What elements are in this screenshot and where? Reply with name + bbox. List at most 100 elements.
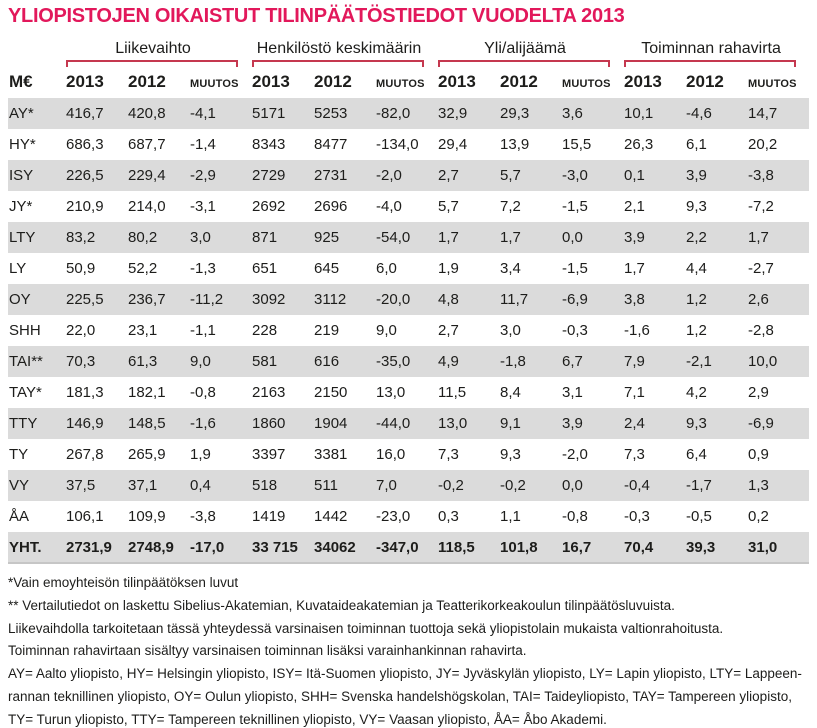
cell-value: 70,4 <box>624 538 654 556</box>
cell-value: -2,8 <box>748 322 774 339</box>
row-label: TAY* <box>9 384 42 401</box>
column-group-label-ylialijaama: Yli/alijäämä <box>484 40 566 57</box>
cell-value: 3092 <box>252 291 286 308</box>
cell-value: 7,9 <box>624 353 645 370</box>
cell-value: 118,5 <box>438 538 475 556</box>
cell-value: 0,2 <box>748 508 769 525</box>
column-header-2012: 2012 <box>128 72 166 91</box>
cell-value: 6,4 <box>686 446 707 463</box>
cell-value: 6,1 <box>686 136 707 153</box>
cell-value: 225,5 <box>66 291 104 308</box>
cell-value: 2729 <box>252 167 286 184</box>
cell-value: 61,3 <box>128 353 158 370</box>
cell-value: 2692 <box>252 198 286 215</box>
table-row: OY 225,5 236,7 -11,2 3092 3112 -20,0 4,8 11,7 -6,… <box>8 284 810 315</box>
cell-value: 3,0 <box>190 229 211 246</box>
cell-value: 1,7 <box>500 229 521 246</box>
cell-value: 5253 <box>314 105 348 122</box>
cell-value: 2,7 <box>438 322 459 339</box>
cell-value: 7,0 <box>376 477 397 494</box>
cell-value: 3381 <box>314 446 348 463</box>
cell-value: -20,0 <box>376 291 411 308</box>
cell-value: 34062 <box>314 538 356 556</box>
cell-value: 686,3 <box>66 136 104 153</box>
financial-table: Liikevaihto Henkilöstö keskimäärin Yli/a… <box>8 36 810 564</box>
cell-value: 29,4 <box>438 136 468 153</box>
row-label: AY* <box>9 105 34 122</box>
bracket-row <box>8 60 809 69</box>
column-group-label-henkilosto: Henkilöstö keskimäärin <box>256 40 422 57</box>
cell-value: 9,3 <box>500 446 521 463</box>
cell-value: 26,3 <box>624 136 654 153</box>
column-header-muutos: MUUTOS <box>190 78 239 90</box>
table-body: AY* 416,7 420,8 -4,1 5171 5253 -82,0 32,9 29,3 3,… <box>8 98 810 563</box>
row-label: SHH <box>9 322 41 339</box>
cell-value: 0,0 <box>562 229 583 246</box>
cell-value: -4,1 <box>190 105 216 122</box>
cell-value: 925 <box>314 229 340 246</box>
cell-value: 182,1 <box>128 384 166 401</box>
row-label: YHT. <box>9 538 42 556</box>
cell-value: 2,6 <box>748 291 769 308</box>
cell-value: 2,7 <box>438 167 459 184</box>
cell-value: 3,1 <box>562 384 583 401</box>
cell-value: -7,2 <box>748 198 774 215</box>
row-label: LTY <box>9 229 36 246</box>
cell-value: 616 <box>314 353 340 370</box>
cell-value: -0,3 <box>562 322 588 339</box>
column-header-row: M€ 2013 2012 MUUTOS 2013 2012 MUUTOS 201… <box>8 69 809 98</box>
cell-value: 9,1 <box>500 415 521 432</box>
cell-value: -1,3 <box>190 260 216 277</box>
cell-value: 0,4 <box>190 477 211 494</box>
cell-value: 3,6 <box>562 105 583 122</box>
cell-value: 219 <box>314 322 340 339</box>
column-group-label-rahavirta: Toiminnan rahavirta <box>641 40 781 57</box>
cell-value: 0,3 <box>438 508 459 525</box>
row-label: JY* <box>9 198 33 215</box>
cell-value: 8477 <box>314 136 348 153</box>
cell-value: -6,9 <box>748 415 774 432</box>
row-label: TY <box>9 446 29 463</box>
table-row: ÅA 106,1 109,9 -3,8 1419 1442 -23,0 0,3 1,1 -0,8 -… <box>8 501 809 532</box>
cell-value: -4,6 <box>686 105 712 122</box>
cell-value: 4,8 <box>438 291 459 308</box>
cell-value: 226,5 <box>66 167 104 184</box>
cell-value: 6,0 <box>376 260 397 277</box>
table-row: TY 267,8 265,9 1,9 3397 3381 16,0 7,3 9,3 -2,0 7,3… <box>8 439 809 470</box>
cell-value: 10,0 <box>748 353 778 370</box>
cell-value: 9,0 <box>190 353 211 370</box>
cell-value: 33 715 <box>252 538 298 556</box>
footnote-line: rannan teknillinen yliopisto, OY= Oulun … <box>8 688 792 704</box>
cell-value: 2,2 <box>686 229 707 246</box>
cell-value: -3,0 <box>562 167 588 184</box>
cell-value: -82,0 <box>376 105 411 122</box>
cell-value: 3,8 <box>624 291 645 308</box>
cell-value: 1,9 <box>438 260 459 277</box>
cell-value: -134,0 <box>376 136 419 153</box>
cell-value: -0,3 <box>624 508 650 525</box>
cell-value: -0,2 <box>438 477 464 494</box>
cell-value: 13,0 <box>438 415 468 432</box>
table-row: TTY 146,9 148,5 -1,6 1860 1904 -44,0 13,0 9,1 3,9… <box>8 408 810 439</box>
cell-value: 2150 <box>314 384 348 401</box>
cell-value: 4,9 <box>438 353 459 370</box>
cell-value: 4,2 <box>686 384 707 401</box>
cell-value: 265,9 <box>128 446 166 463</box>
cell-value: -2,0 <box>562 446 588 463</box>
cell-value: 4,4 <box>686 260 707 277</box>
cell-value: 7,3 <box>624 446 645 463</box>
cell-value: 6,7 <box>562 353 583 370</box>
footnotes: *Vain emoyhteisön tilinpäätöksen luvut *… <box>8 572 809 728</box>
cell-value: 9,3 <box>686 415 707 432</box>
row-label: TAI** <box>9 353 43 370</box>
cell-value: 23,1 <box>128 322 158 339</box>
cell-value: 0,1 <box>624 167 645 184</box>
cell-value: 37,1 <box>128 477 158 494</box>
cell-value: -2,0 <box>376 167 402 184</box>
cell-value: -2,1 <box>686 353 712 370</box>
cell-value: 210,9 <box>66 198 104 215</box>
cell-value: -54,0 <box>376 229 411 246</box>
cell-value: 39,3 <box>686 538 716 556</box>
cell-value: 645 <box>314 260 340 277</box>
cell-value: 148,5 <box>128 415 166 432</box>
